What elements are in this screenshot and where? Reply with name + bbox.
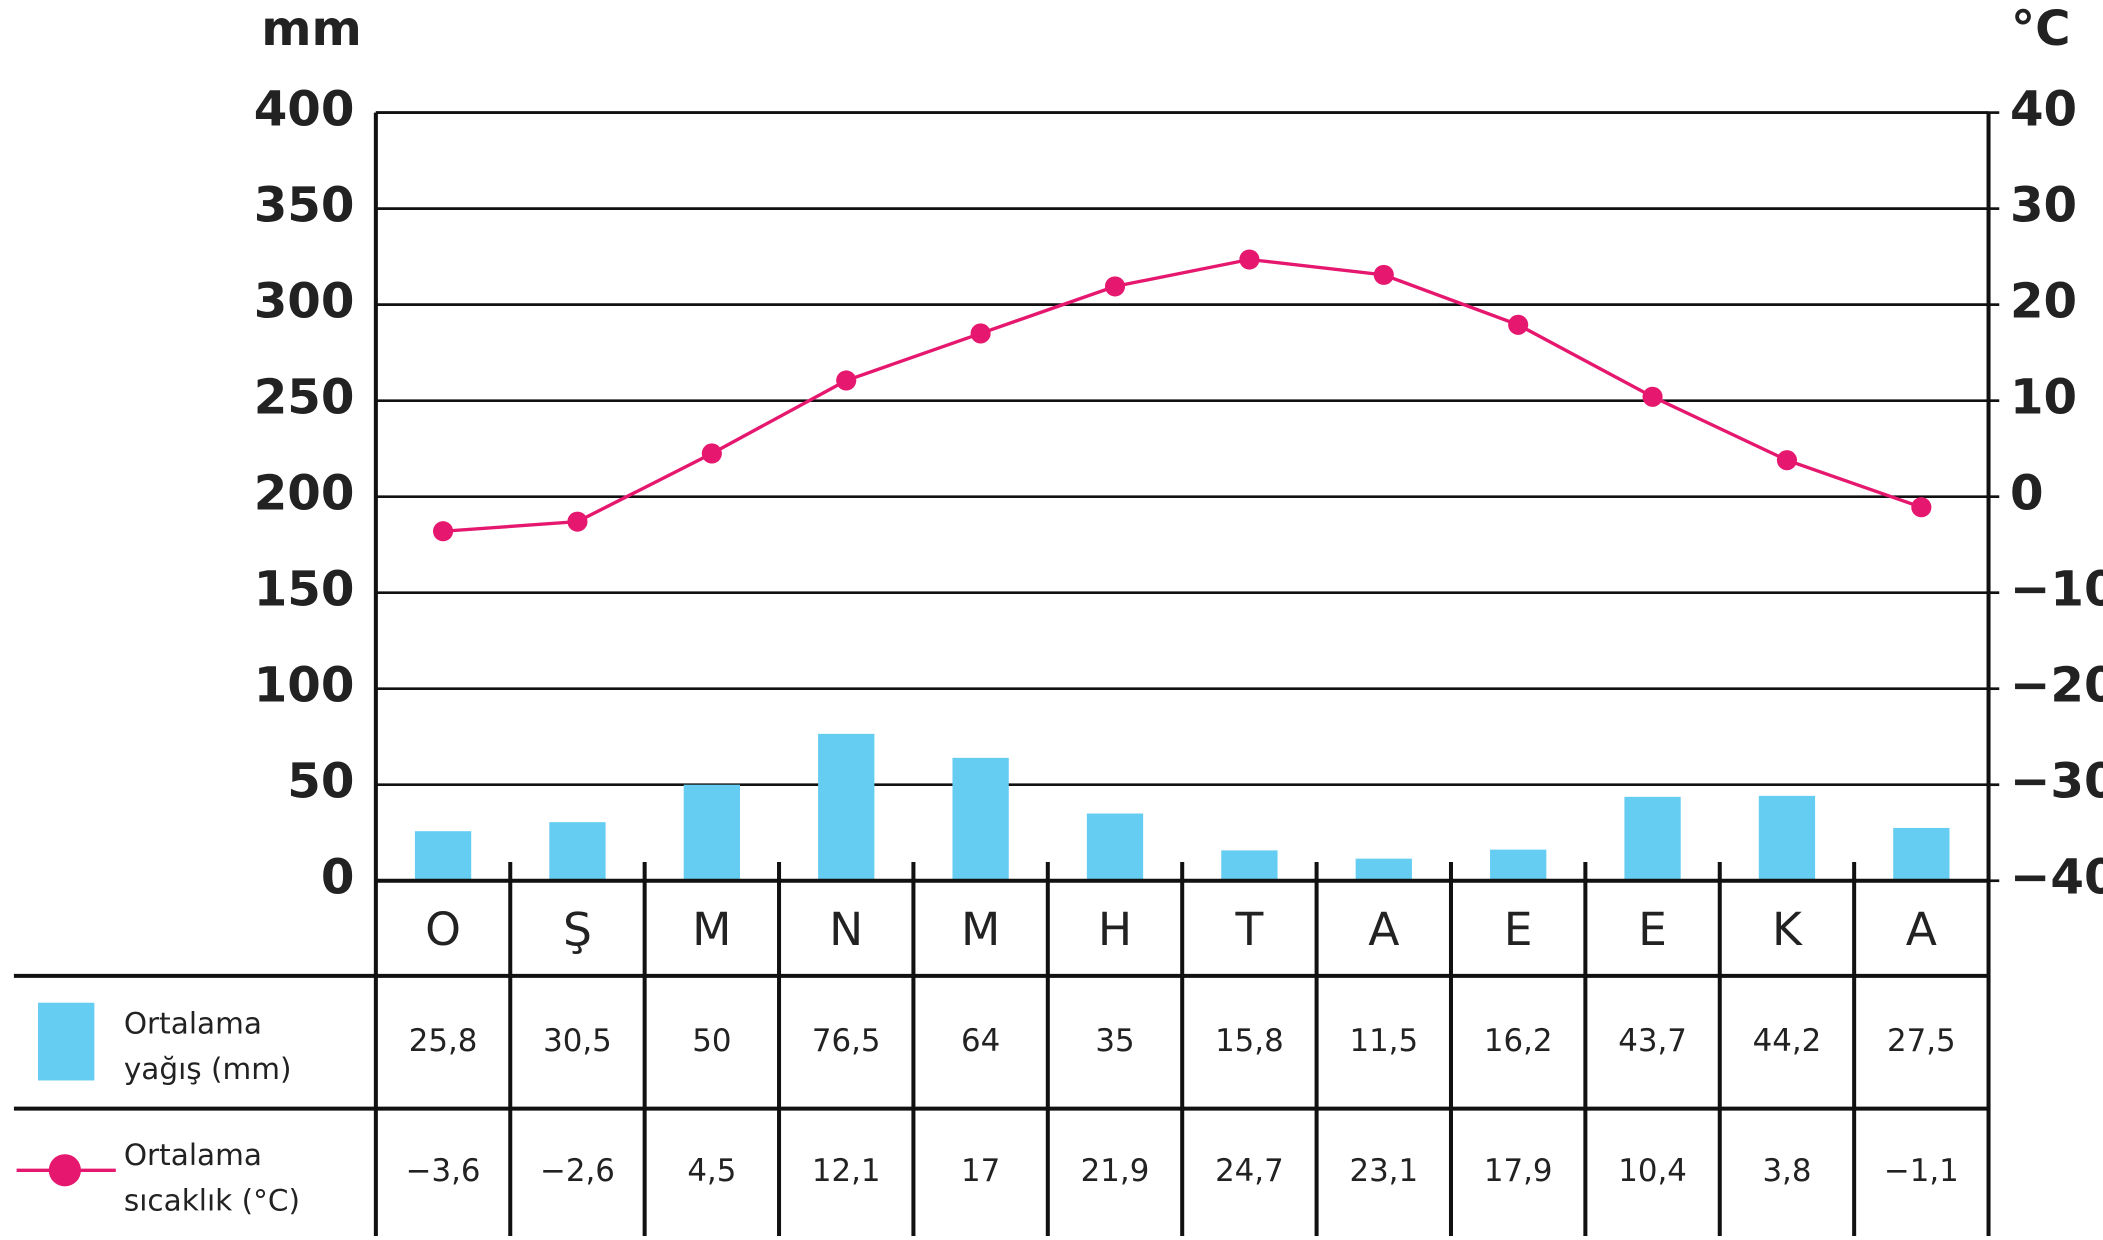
x-tick-label: M	[961, 903, 1000, 956]
precip-cell: 30,5	[543, 1023, 612, 1059]
bar	[549, 822, 606, 881]
y-tick-label: 300	[254, 274, 355, 330]
temperature-point	[1239, 249, 1260, 270]
y-tick-label: 250	[254, 370, 355, 426]
x-tick-label: Ş	[563, 903, 592, 956]
x-tick-label: M	[692, 903, 731, 956]
x-tick-label: K	[1772, 903, 1803, 956]
temp-cell: −3,6	[406, 1153, 481, 1189]
temperature-point	[1642, 386, 1663, 407]
temperature-point	[1911, 497, 1932, 518]
temp-cell: 23,1	[1349, 1153, 1418, 1189]
y-tick-label: 350	[254, 178, 355, 234]
temp-cell: 12,1	[812, 1153, 881, 1189]
x-tick-label: H	[1098, 903, 1132, 956]
temperature-line	[442, 257, 1922, 533]
bar	[818, 733, 875, 881]
bar	[1758, 795, 1816, 881]
precip-cell: 35	[1095, 1023, 1134, 1059]
bar	[1893, 827, 1950, 881]
temp-cell: 4,5	[687, 1153, 736, 1189]
y-tick-label: 100	[254, 658, 355, 714]
y-axis-label: mm	[261, 1, 362, 57]
temp-cell: 21,9	[1081, 1153, 1150, 1189]
x-tick-label: T	[1234, 903, 1263, 956]
y-tick-label: 200	[254, 466, 355, 522]
legend-swatch	[38, 1002, 95, 1081]
bar	[1624, 796, 1681, 881]
y2-tick-label: −30	[2010, 754, 2103, 810]
temp-cell: −2,6	[540, 1153, 615, 1189]
y2-tick-label: −40	[2010, 850, 2103, 906]
x-tick-label: O	[425, 903, 461, 956]
precip-cell: 15,8	[1215, 1023, 1284, 1059]
x-tick-label: E	[1504, 903, 1533, 956]
temp-cell: 17,9	[1484, 1153, 1553, 1189]
bar	[414, 831, 472, 881]
x-tick-label: A	[1906, 903, 1937, 956]
precip-cell: 64	[961, 1023, 1000, 1059]
x-tick-label: E	[1638, 903, 1667, 956]
temp-cell: 17	[961, 1153, 1000, 1189]
x-tick-label: N	[829, 903, 863, 956]
y-tick-label: 400	[254, 82, 355, 138]
precip-cell: 27,5	[1887, 1023, 1956, 1059]
y2-tick-label: 30	[2010, 178, 2077, 234]
temperature-point	[836, 370, 857, 391]
y2-tick-label: 0	[2010, 466, 2044, 522]
temperature-point	[701, 443, 722, 464]
y-tick-label: 150	[254, 562, 355, 618]
precip-cell: 76,5	[812, 1023, 881, 1059]
y2-tick-label: 20	[2010, 274, 2077, 330]
temperature-point	[1776, 450, 1798, 471]
temp-cell: 3,8	[1762, 1153, 1811, 1189]
temperature-point	[433, 521, 454, 542]
temperature-point	[1104, 276, 1126, 297]
precip-cell: 25,8	[409, 1023, 478, 1059]
legend-temp-text: Ortalama sıcaklık (°C)	[123, 1139, 300, 1219]
x-tick-label: A	[1368, 903, 1399, 956]
bar	[952, 757, 1009, 881]
bar	[1086, 813, 1144, 881]
y2-tick-label: 10	[2010, 370, 2077, 426]
temperature-point	[1373, 264, 1394, 285]
bar	[1490, 849, 1547, 881]
bar	[683, 784, 740, 881]
y2-axis-label: °C	[2011, 1, 2071, 57]
bar	[1221, 850, 1278, 881]
y2-tick-label: 40	[2010, 82, 2077, 138]
temp-cell: 10,4	[1618, 1153, 1687, 1189]
y-tick-label: 50	[287, 754, 354, 810]
temperature-point	[1508, 314, 1529, 335]
y2-tick-label: −10	[2010, 562, 2103, 618]
temperature-point	[567, 511, 588, 532]
precip-cell: 16,2	[1484, 1023, 1553, 1059]
precip-cell: 50	[692, 1023, 731, 1059]
legend-precip: Ortalama yağış (mm)	[123, 1008, 292, 1088]
temp-cell: −1,1	[1884, 1153, 1959, 1189]
y2-tick-label: −20	[2010, 658, 2103, 714]
legend-temp: Ortalama sıcaklık (°C)	[123, 1139, 300, 1219]
bar	[1355, 858, 1412, 881]
legend-precip-text: Ortalama yağış (mm)	[123, 1008, 292, 1088]
legend-marker	[48, 1154, 81, 1187]
precip-cell: 43,7	[1618, 1023, 1687, 1059]
temp-cell: 24,7	[1215, 1153, 1284, 1189]
precip-cell: 11,5	[1349, 1023, 1418, 1059]
temperature-point	[970, 323, 991, 344]
y-tick-label: 0	[321, 850, 355, 906]
precip-cell: 44,2	[1753, 1023, 1822, 1059]
